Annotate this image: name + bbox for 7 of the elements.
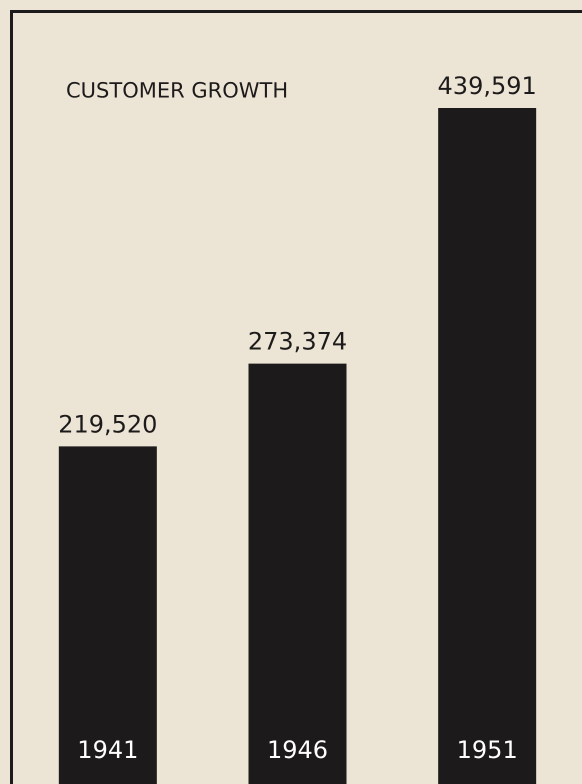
x-tick-label: 1946 bbox=[266, 736, 328, 764]
chart-title: CUSTOMER GROWTH bbox=[66, 78, 288, 102]
x-tick-label: 1951 bbox=[456, 736, 518, 764]
x-tick-label: 1941 bbox=[77, 736, 138, 764]
data-label: 273,374 bbox=[248, 328, 348, 356]
data-label: 219,520 bbox=[58, 410, 158, 438]
data-label: 439,591 bbox=[438, 72, 537, 100]
